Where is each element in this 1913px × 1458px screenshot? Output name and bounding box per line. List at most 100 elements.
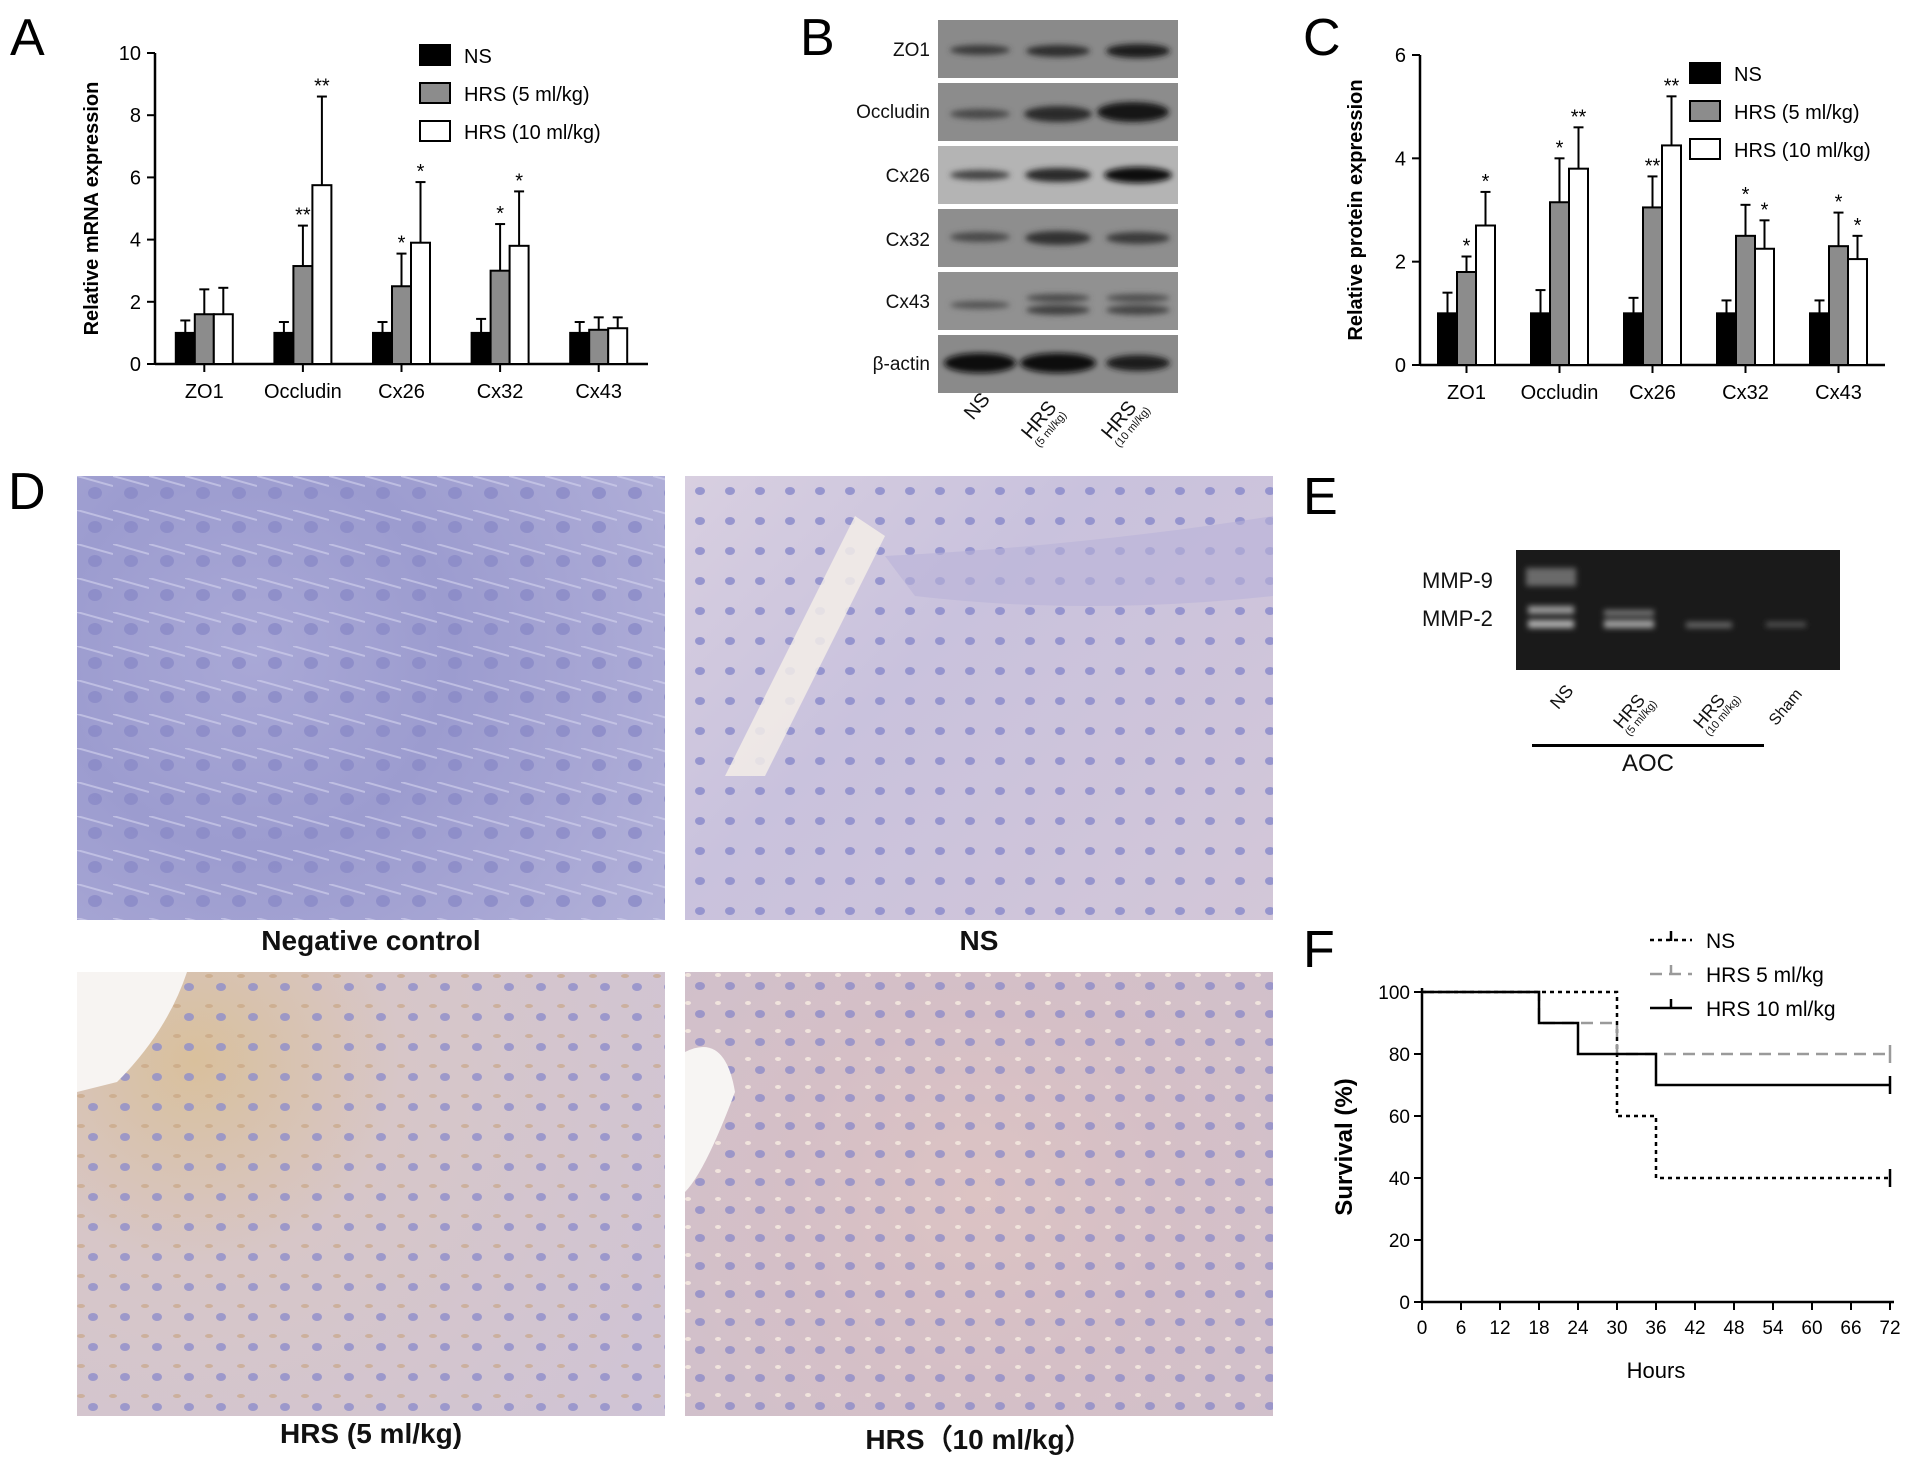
blot-row-label: β-actin [872,354,930,375]
legend-label: HRS (5 ml/kg) [1734,102,1860,124]
x-tick-label: Cx32 [1722,382,1769,404]
blot-lane-label: HRS (5 ml/kg) [1017,397,1070,450]
zymography-panel: MMP-9 MMP-2 NS HRS (5 ml/kg) HRS (10 ml/… [1400,540,1860,790]
bar [1475,224,1496,366]
x-tick-label: 24 [1567,1318,1589,1339]
x-axis-label: Hours [1627,1358,1686,1383]
legend-label: NS [1734,64,1762,86]
legend-swatch [419,82,451,104]
bar [311,184,333,365]
significance-mark: * [1761,199,1769,221]
legend-swatch [1689,138,1721,160]
zymo-lane-label: HRS (5 ml/kg) [1609,690,1660,739]
blot-row-label: Occludin [856,102,930,123]
significance-mark: * [1835,192,1843,214]
bar [1716,312,1737,367]
legend-swatch [1689,62,1721,84]
y-tick-label: 20 [1389,1231,1410,1252]
x-tick-label: ZO1 [1447,382,1486,404]
legend-label: HRS (5 ml/kg) [464,84,590,106]
bar [391,285,412,365]
y-tick-label: 8 [130,105,141,127]
x-tick-label: 54 [1762,1318,1784,1339]
significance-mark: ** [1645,155,1661,177]
panel-letter-d: D [8,463,46,521]
bar [292,265,314,365]
significance-mark: * [1482,171,1490,193]
survival-chart: 0 20 40 60 80 100 0 6 12 18 24 30 36 42 48 54 60 66 72 Hour… [1331,930,1901,1383]
significance-mark: ** [1571,106,1587,128]
y-axis-label: Relative protein expression [1345,79,1367,340]
bar [372,331,393,365]
x-tick-label: Cx26 [1629,382,1676,404]
ihc-caption: Negative control [261,925,481,956]
panel-letter-a: A [10,9,45,67]
significance-mark: * [1463,236,1471,258]
legend-label: NS [1706,930,1735,953]
x-tick-label: Cx26 [378,381,425,403]
aoc-group-label: AOC [1621,750,1674,777]
bar [470,331,492,365]
bar [508,244,530,366]
ihc-caption: NS [959,925,999,956]
y-tick-label: 0 [1399,1293,1410,1314]
blot-image [938,20,1178,393]
legend-swatch [419,44,451,66]
band-label: MMP-9 [1422,568,1493,593]
legend-label: HRS (10 ml/kg) [1734,140,1871,162]
x-tick-label: Cx43 [575,381,622,403]
blot-row-label: Cx32 [885,230,930,251]
x-tick-label: ZO1 [185,381,224,403]
significance-mark: * [1854,215,1862,237]
bar [1847,258,1868,367]
bar [1437,312,1458,367]
bar [607,327,629,365]
band-label: MMP-2 [1422,606,1493,631]
ihc-caption: HRS（10 ml/kg） [865,1424,1093,1455]
y-tick-label: 4 [1395,148,1406,170]
significance-mark: ** [295,205,311,227]
ihc-image-hrs-5 [77,972,665,1416]
x-tick-label: 42 [1684,1318,1705,1339]
y-tick-label: 6 [130,167,141,189]
x-tick-label: 48 [1723,1318,1744,1339]
zymo-lane-label: HRS (10 ml/kg) [1689,690,1744,739]
aoc-group-line [1532,744,1764,747]
legend-label: HRS 5 ml/kg [1706,964,1824,987]
y-axis-label: Relative mRNA expression [81,82,103,336]
bar [410,241,431,366]
y-tick-label: 2 [1395,252,1406,274]
panel-letter-f: F [1303,921,1335,979]
bar [1456,271,1477,366]
bar [1642,206,1663,366]
significance-mark: ** [314,76,330,98]
x-tick-label: Occludin [264,381,342,403]
bar [1735,234,1756,366]
ihc-image-negative-control [77,476,665,920]
panel-letter-b: B [800,9,835,67]
x-tick-label: 72 [1879,1318,1900,1339]
legend-label: HRS (10 ml/kg) [464,122,601,144]
blot-row-label: Cx43 [885,292,930,313]
bar [569,331,591,365]
bar [174,331,196,365]
legend-swatch [1689,100,1721,122]
zymo-lane-label: Sham [1766,685,1806,729]
x-tick-label: 36 [1645,1318,1666,1339]
x-tick-label: 66 [1840,1318,1861,1339]
ihc-image-ns [685,476,1273,920]
legend-label: NS [464,46,492,68]
western-blot: ZO1 Occludin Cx26 Cx32 Cx43 β-actin [820,18,1180,450]
bar [273,331,295,365]
survival-curve [1422,990,1890,1180]
significance-mark: * [1556,137,1564,159]
y-tick-label: 0 [130,354,141,376]
bar [1661,144,1682,366]
blot-lane-label: HRS (10 ml/kg) [1097,397,1154,450]
x-tick-label: 60 [1801,1318,1822,1339]
bar [1754,247,1775,366]
bar [1828,245,1849,367]
panel-letter-c: C [1303,9,1341,67]
y-tick-label: 40 [1389,1169,1410,1190]
